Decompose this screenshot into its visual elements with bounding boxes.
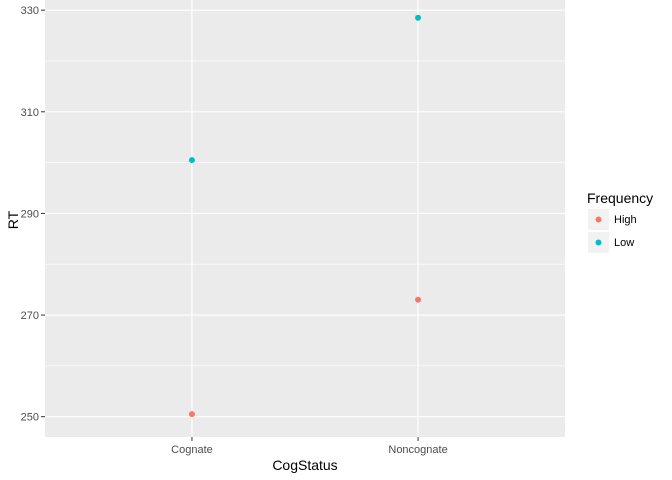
point-low-cognate xyxy=(188,157,195,164)
y-tick-label: 270 xyxy=(21,310,39,322)
legend-marker-high xyxy=(595,216,602,223)
y-axis-title: RT xyxy=(5,210,21,229)
point-low-noncognate xyxy=(415,14,422,21)
legend-label-high: High xyxy=(614,214,637,226)
point-high-cognate xyxy=(188,411,195,418)
y-tick-label: 310 xyxy=(21,107,39,119)
y-tick-label: 250 xyxy=(21,412,39,424)
y-tick-label: 330 xyxy=(21,5,39,17)
x-tick-label: Cognate xyxy=(171,444,213,456)
minor-gridlines xyxy=(45,60,565,367)
legend-label-low: Low xyxy=(614,237,634,249)
x-tick-label: Noncognate xyxy=(388,444,447,456)
legend: Frequency High Low xyxy=(587,190,653,253)
panel-background xyxy=(45,0,565,437)
y-tick-label: 290 xyxy=(21,208,39,220)
x-axis-ticks: Cognate Noncognate xyxy=(171,437,448,456)
point-high-noncognate xyxy=(415,296,422,303)
legend-title: Frequency xyxy=(587,190,653,206)
major-gridlines xyxy=(45,0,565,437)
data-points xyxy=(188,14,422,418)
legend-marker-low xyxy=(595,239,602,246)
y-axis-ticks: 250 270 290 310 330 xyxy=(21,5,45,424)
x-axis-title: CogStatus xyxy=(272,457,337,473)
